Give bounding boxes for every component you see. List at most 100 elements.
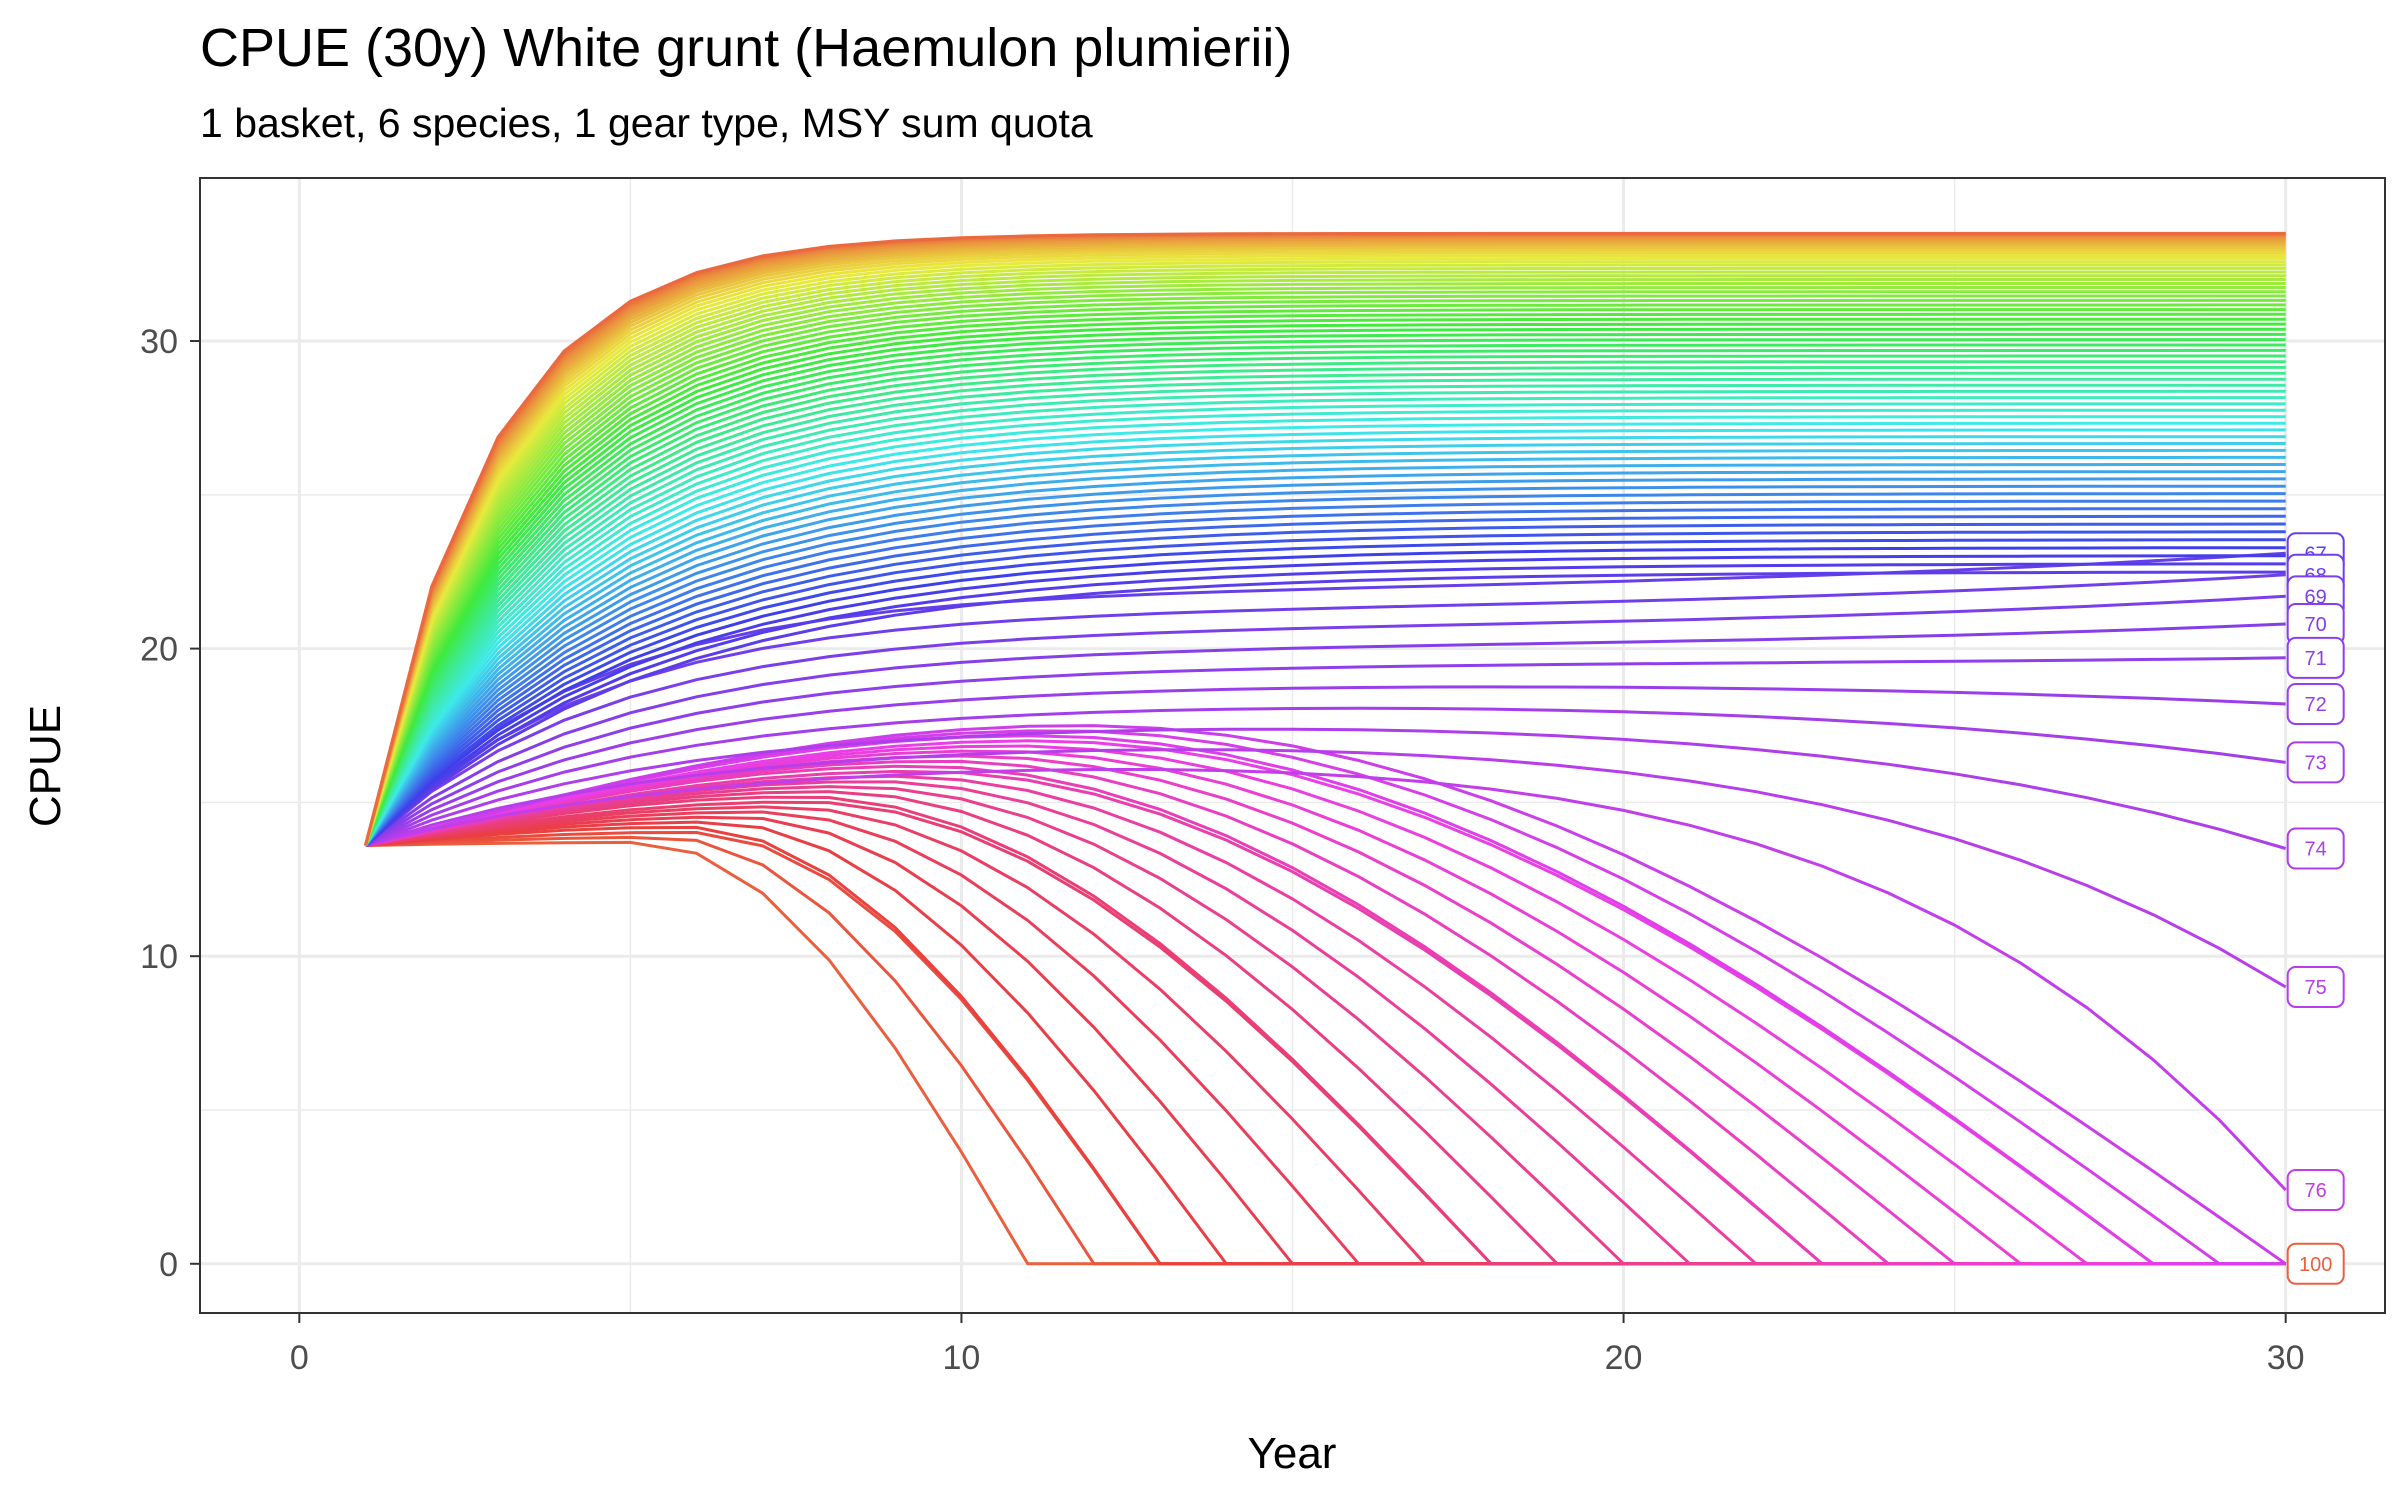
series-line (364, 338, 2286, 847)
series-line (364, 239, 2286, 846)
series-line (364, 298, 2286, 846)
end-label: 76 (2286, 1168, 2345, 1211)
series-line (364, 322, 2286, 847)
x-axis-label: Year (1248, 1429, 1337, 1478)
series-line (365, 774, 2286, 1266)
end-label-box (2286, 1168, 2345, 1211)
series-line (364, 538, 2286, 847)
y-tick-label: 10 (140, 938, 178, 976)
series-line (364, 282, 2286, 846)
x-tick-label: 30 (2267, 1339, 2305, 1377)
series-line (364, 389, 2286, 847)
end-label-text: 75 (2305, 977, 2327, 999)
series-line (364, 727, 2287, 850)
series-line (364, 435, 2286, 847)
series-line (365, 754, 2286, 1266)
series-line (364, 286, 2286, 846)
end-label: 73 (2286, 741, 2345, 784)
series-line (365, 795, 2286, 1266)
series-line (364, 448, 2286, 847)
end-label-text: 72 (2305, 694, 2327, 716)
series-line (364, 530, 2286, 847)
axes: 0 10 20 30 0 10 20 30 (140, 323, 2304, 1377)
chart-title: CPUE (30y) White grunt (Haemulon plumier… (200, 18, 1292, 78)
end-label: 100 (2286, 1242, 2345, 1285)
series-line (364, 257, 2286, 846)
series-line (364, 251, 2286, 846)
series-line (364, 477, 2286, 847)
series-line (364, 290, 2286, 846)
series-line (364, 270, 2286, 846)
series-line (364, 332, 2286, 847)
series-line (364, 231, 2286, 846)
series-line (364, 274, 2286, 846)
end-label-box (2286, 636, 2345, 679)
series-line (364, 685, 2286, 847)
series-line (364, 622, 2286, 847)
series-line (365, 764, 2286, 1266)
series-line (364, 263, 2286, 846)
series-line (364, 303, 2286, 846)
series-line (364, 408, 2286, 847)
x-tick-label: 20 (1605, 1339, 1643, 1377)
series-line (364, 656, 2286, 847)
series-line (364, 266, 2286, 846)
end-label-box (2286, 682, 2345, 725)
series-line (364, 278, 2286, 846)
end-label: 72 (2286, 682, 2345, 725)
series-line (364, 402, 2286, 847)
series-line (365, 748, 2287, 989)
y-tick-label: 30 (140, 323, 178, 361)
series-line (364, 570, 2286, 847)
series-line (364, 241, 2286, 846)
y-tick-label: 0 (159, 1246, 178, 1284)
series-line (364, 308, 2286, 847)
series-line (364, 463, 2286, 847)
series-line (364, 327, 2286, 847)
y-axis-label: CPUE (21, 705, 70, 827)
y-tick-label: 20 (140, 631, 178, 669)
end-label: 71 (2286, 636, 2345, 679)
series-line (364, 507, 2286, 847)
series-line (364, 383, 2286, 847)
series-line (365, 785, 2286, 1266)
series-line (364, 594, 2286, 847)
series-line (364, 348, 2286, 847)
series-line (364, 360, 2286, 847)
series-line (364, 455, 2286, 847)
series-line (364, 260, 2286, 846)
end-label-text: 69 (2305, 586, 2327, 608)
chart-subtitle: 1 basket, 6 species, 1 gear type, MSY su… (200, 100, 1093, 146)
series-line (364, 371, 2286, 847)
end-label: 75 (2286, 965, 2345, 1008)
series-line (364, 396, 2286, 847)
series-line (364, 365, 2286, 847)
end-label-text: 74 (2305, 839, 2327, 861)
series-line (364, 546, 2286, 847)
end-label-text: 70 (2305, 614, 2327, 636)
series-lines (364, 231, 2287, 1266)
series-line (364, 312, 2286, 847)
series-line (364, 492, 2286, 847)
series-line (364, 421, 2286, 847)
series-line (364, 237, 2286, 846)
end-label-text: 76 (2305, 1180, 2327, 1202)
series-line (364, 294, 2286, 846)
end-label: 74 (2286, 827, 2345, 870)
series-line (364, 245, 2286, 846)
end-label-text: 73 (2305, 752, 2327, 774)
series-line (365, 800, 2286, 1266)
series-line (364, 243, 2286, 846)
series-line (365, 790, 2286, 1266)
end-label-text: 71 (2305, 648, 2327, 670)
series-line (365, 830, 2286, 1266)
x-tick-label: 0 (290, 1339, 309, 1377)
end-label-box (2286, 827, 2345, 870)
series-line (364, 562, 2286, 847)
end-label: 70 (2286, 603, 2345, 646)
series-line (364, 573, 2286, 847)
series-line (364, 554, 2286, 847)
series-line (364, 248, 2286, 846)
series-line (364, 317, 2286, 847)
